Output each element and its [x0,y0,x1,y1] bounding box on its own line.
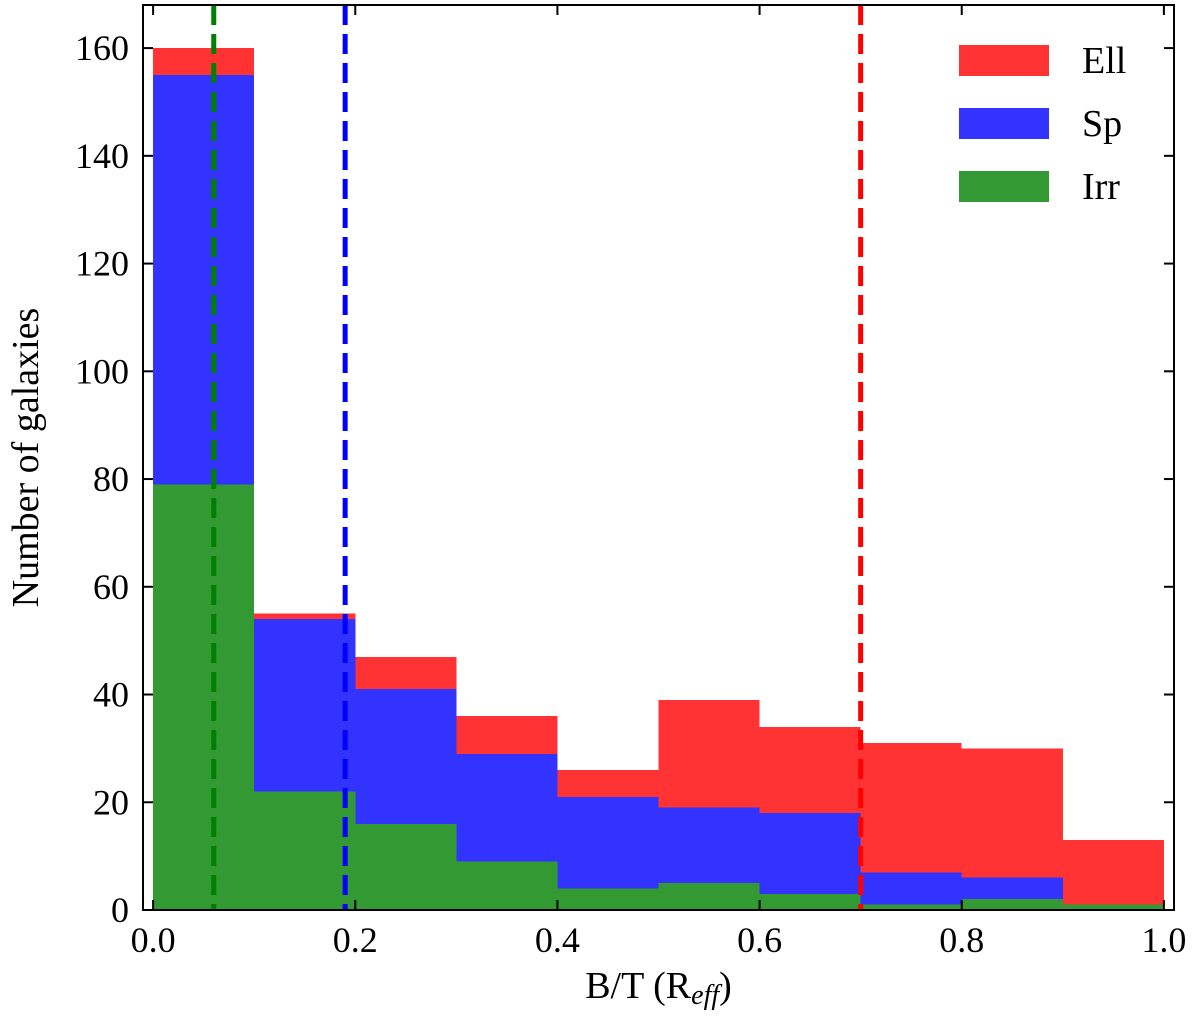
bar-sp-bin-4 [557,796,659,889]
bar-sp-bin-7 [860,872,962,905]
x-axis-label-main: B/T (R [585,965,692,1007]
x-tick-label: 1.0 [1141,920,1186,960]
bar-ell-bin-2 [355,656,457,690]
legend-label-sp: Sp [1082,103,1122,145]
legend: Ell Sp Irr [959,40,1126,208]
reference-lines-layer [211,5,864,910]
bar-irr-bin-4 [557,888,659,910]
y-tick-label: 20 [93,782,129,822]
x-tick-label: 0.2 [333,920,378,960]
y-tick-label: 160 [75,28,129,68]
x-tick-label: 0.6 [737,920,782,960]
bar-irr-bin-7 [860,904,962,910]
bar-ell-bin-0 [153,48,255,76]
bar-ell-bin-3 [456,716,558,754]
bar-irr-bin-6 [759,893,861,910]
bar-ell-bin-8 [961,748,1063,878]
x-axis-label-subscript: eff [691,980,722,1011]
y-tick-label: 120 [75,244,129,284]
bar-ell-bin-1 [254,613,356,620]
bar-ell-bin-5 [658,699,760,808]
legend-swatch-irr [959,171,1049,202]
legend-label-irr: Irr [1082,166,1120,208]
bar-irr-bin-2 [355,823,457,910]
x-axis-label-close: ) [719,965,732,1007]
bar-sp-bin-2 [355,689,457,824]
legend-swatch-sp [959,108,1049,139]
x-axis-label: B/T (Reff) [585,965,732,1011]
y-tick-label: 0 [111,890,129,930]
x-tick-label: 0.8 [939,920,984,960]
x-tick-label: 0.0 [131,920,176,960]
bar-ell-bin-4 [557,769,659,797]
y-tick-label: 100 [75,351,129,391]
bar-sp-bin-8 [961,877,1063,900]
y-tick-label: 40 [93,675,129,715]
bar-sp-bin-0 [153,75,255,485]
bar-sp-bin-3 [456,753,558,862]
bar-sp-bin-5 [658,807,760,884]
y-tick-label: 80 [93,459,129,499]
bar-sp-bin-6 [759,813,861,894]
plot-frame [142,4,1175,911]
bar-ell-bin-6 [759,726,861,814]
bar-irr-bin-3 [456,861,558,910]
ticks-layer: 0.0 0.2 0.4 0.6 0.8 1.0 0 20 40 60 80 100 120 140 160 [75,5,1186,960]
x-tick-label: 0.4 [535,920,580,960]
bar-irr-bin-1 [254,791,356,910]
bar-ell-bin-7 [860,743,962,873]
bar-irr-bin-8 [961,899,1063,910]
legend-label-ell: Ell [1082,40,1126,82]
bar-ell-bin-9 [1062,839,1164,905]
legend-swatch-ell [959,45,1049,76]
bars-layer [153,48,1164,910]
y-axis-label: Number of galaxies [5,308,47,608]
bar-irr-bin-5 [658,883,760,910]
bar-irr-bin-9 [1062,904,1164,910]
y-tick-label: 60 [93,567,129,607]
bar-sp-bin-1 [254,619,356,792]
bar-irr-bin-0 [153,484,255,910]
y-tick-label: 140 [75,136,129,176]
